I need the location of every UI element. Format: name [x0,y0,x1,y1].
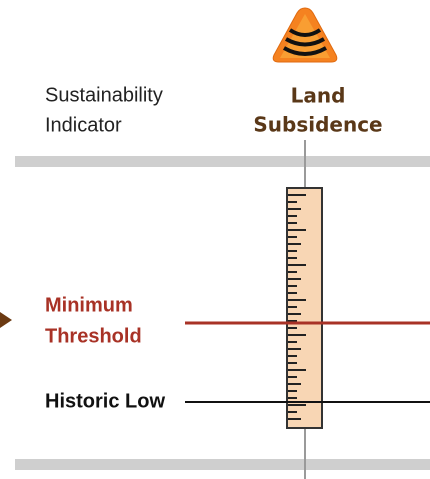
arrow [0,312,12,328]
subsidence-icon [272,7,338,63]
column-title: Land [291,84,346,108]
historic-label: Historic Low [45,390,165,412]
column-title: Subsidence [253,113,382,137]
band [15,156,430,167]
band [15,459,430,470]
indicator-label: Sustainability [45,84,163,106]
indicator-label: Indicator [45,114,122,136]
threshold-label: Threshold [45,325,142,347]
ruler [286,187,323,429]
threshold-label: Minimum [45,294,133,316]
